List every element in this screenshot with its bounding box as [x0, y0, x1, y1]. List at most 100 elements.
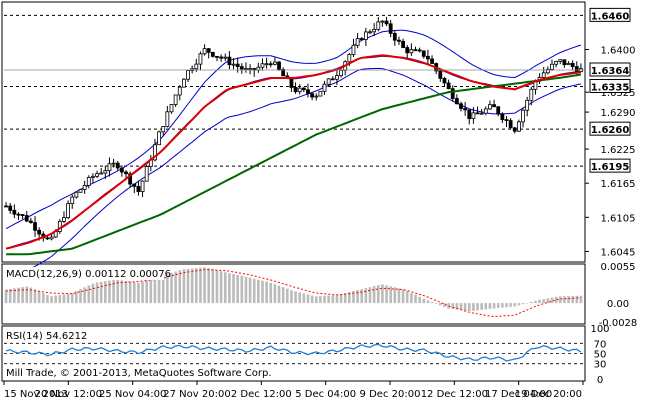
candle-body — [115, 162, 120, 169]
macd-hist-bar — [467, 303, 471, 312]
macd-hist-bar — [323, 295, 326, 304]
macd-hist-bar — [476, 303, 479, 311]
price-tick-label: 1.6400 — [601, 46, 636, 57]
candle-body — [28, 220, 33, 223]
level-label: 1.6260 — [591, 125, 630, 136]
macd-hist-bar — [273, 284, 277, 304]
macd-hist-bar — [124, 280, 128, 304]
candle-body — [78, 189, 83, 193]
macd-hist-bar — [170, 272, 173, 304]
candle-body — [86, 177, 91, 186]
macd-hist-bar — [364, 288, 368, 304]
price-tick-label: 1.6045 — [601, 247, 636, 258]
macd-hist-bar — [298, 292, 302, 304]
macd-hist-bar — [116, 279, 120, 304]
rsi-layer — [4, 342, 585, 365]
candle-body — [91, 175, 95, 178]
candle-body — [173, 94, 178, 105]
macd-hist-bar — [302, 293, 306, 304]
macd-hist-bar — [257, 279, 260, 304]
macd-tick-label: 0.00 — [607, 299, 629, 310]
macd-layer — [4, 267, 583, 318]
candle-body — [525, 99, 530, 111]
time-tick-label: 12 Dec 12:00 — [421, 389, 488, 400]
macd-hist-bar — [517, 303, 521, 306]
rsi-tick-label: 30 — [594, 360, 607, 371]
bollinger-upper-line — [5, 29, 582, 230]
candle-body — [508, 120, 513, 129]
candle-body — [388, 23, 393, 34]
candle-body — [306, 89, 310, 95]
candle-body — [359, 38, 364, 40]
macd-hist-bar — [343, 293, 347, 304]
macd-hist-bar — [261, 280, 264, 304]
price-tick-label: 1.6105 — [601, 213, 636, 224]
candle-body — [219, 56, 224, 59]
macd-hist-bar — [352, 291, 355, 304]
macd-hist-bar — [455, 303, 459, 310]
candle-body — [516, 121, 521, 132]
macd-hist-bar — [215, 270, 219, 304]
candle-body — [248, 68, 252, 70]
candle-body — [210, 51, 215, 57]
candle-body — [277, 61, 281, 70]
macd-tick-label: 0.0055 — [601, 262, 636, 273]
candle-body — [128, 173, 133, 185]
candle-body — [153, 144, 157, 161]
candle-body — [264, 63, 269, 66]
candle-body — [177, 86, 182, 96]
ma-fast-line — [5, 54, 582, 250]
macd-hist-bar — [310, 295, 314, 304]
price-pane[interactable] — [1, 1, 586, 263]
price-axis: 1.6400 1.6325 1.6290 1.6225 1.6165 1.6105 1.60… — [585, 7, 636, 258]
macd-hist-bar — [488, 303, 492, 309]
macd-hist-bar — [95, 282, 99, 304]
price-tick-label: 1.6165 — [601, 179, 636, 190]
time-tick-label: 15 Nov 2013 — [4, 389, 68, 400]
candle-body — [368, 31, 372, 34]
ma-slow-line — [6, 73, 582, 256]
candle-body — [426, 55, 430, 60]
candle-body — [467, 109, 472, 120]
candle-body — [442, 77, 447, 84]
candle-body — [132, 183, 137, 187]
candle-body — [140, 180, 145, 193]
candle-body — [289, 77, 294, 88]
macd-hist-bar — [385, 285, 388, 304]
candle-body — [566, 62, 571, 66]
candle-body — [562, 59, 567, 66]
level-label: 1.6460 — [591, 11, 630, 22]
rsi-label: RSI(14) 54.6212 — [6, 331, 87, 342]
candle-body — [326, 78, 331, 85]
macd-hist-bar — [54, 295, 57, 304]
candle-body — [62, 217, 66, 222]
macd-hist-bar — [356, 290, 359, 304]
candle-body — [372, 29, 377, 33]
macd-hist-bar — [513, 303, 517, 307]
candle-body — [314, 95, 319, 98]
candle-body — [483, 108, 488, 114]
macd-hist-bar — [410, 292, 413, 304]
candle-body — [215, 55, 219, 58]
macd-hist-bar — [277, 285, 281, 304]
macd-hist-bar — [463, 303, 467, 311]
macd-hist-bar — [443, 303, 446, 307]
macd-hist-bar — [17, 287, 20, 304]
macd-hist-bar — [281, 287, 285, 304]
macd-hist-bar — [46, 295, 49, 304]
macd-hist-bar — [236, 274, 239, 304]
macd-hist-bar — [575, 295, 579, 304]
macd-hist-bar — [405, 291, 409, 304]
candle-body — [244, 68, 248, 70]
macd-header: MACD(12,26,9) 0.00112 0.00076 — [4, 267, 171, 280]
macd-hist-bar — [459, 303, 463, 311]
time-tick-label: 20 Nov 12:00 — [35, 389, 102, 400]
candle-body — [409, 49, 414, 54]
macd-hist-bar — [331, 295, 335, 304]
macd-hist-bar — [240, 275, 244, 304]
candle-body — [475, 112, 480, 115]
candle-body — [198, 53, 203, 65]
candle-body — [194, 63, 199, 70]
macd-hist-bar — [4, 289, 8, 304]
